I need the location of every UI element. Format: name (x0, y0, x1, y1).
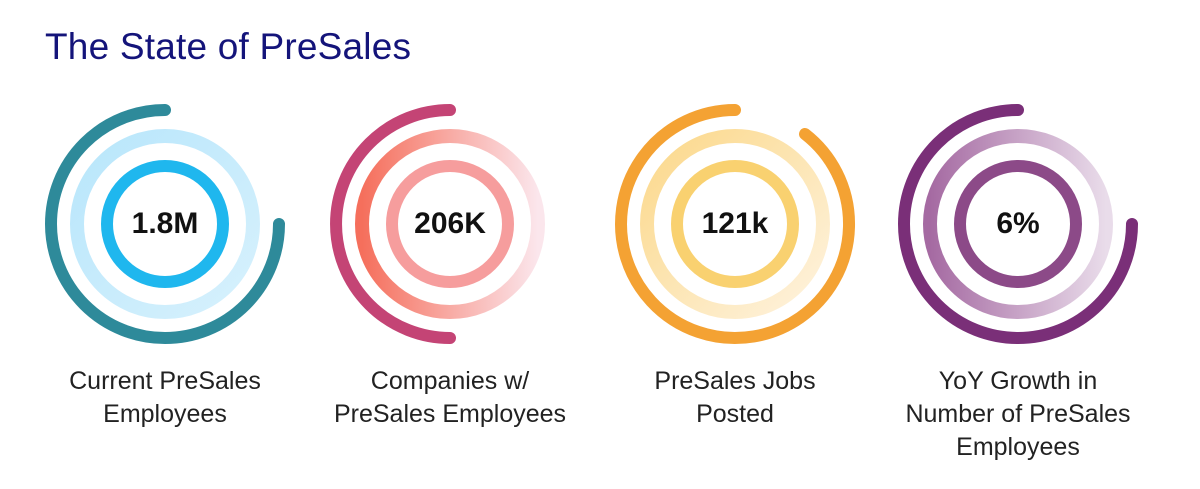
stat-label-line: YoY Growth in (938, 367, 1098, 395)
stat-label-line: Employees (956, 433, 1080, 461)
outer-ring-arc (45, 104, 285, 344)
ring-chart-icon (615, 104, 856, 344)
inner-ring (101, 160, 229, 288)
ring-chart-icon (330, 104, 545, 344)
stat-value: 206K (414, 207, 486, 240)
stat-yoy-growth: 6% YoY Growth in Number of PreSales Empl… (868, 100, 1168, 480)
ring-chart-icon (898, 104, 1138, 344)
stat-label-line: PreSales Employees (333, 400, 567, 428)
stat-label: Companies w/ PreSales Employees (300, 365, 600, 431)
middle-ring (923, 129, 1113, 319)
stat-presales-jobs-posted: 121k PreSales Jobs Posted (585, 100, 885, 480)
page-title: The State of PreSales (45, 26, 412, 67)
stat-label-line: PreSales Jobs (654, 367, 816, 395)
stat-value: 1.8M (131, 207, 199, 240)
outer-ring-arc (898, 104, 1138, 344)
middle-ring (355, 129, 545, 319)
stat-label-line: Number of PreSales (905, 400, 1131, 428)
stat-label-line: Companies w/ (370, 367, 530, 395)
stat-label: Current PreSales Employees (15, 365, 315, 431)
inner-ring (386, 160, 514, 288)
stat-label-line: Current PreSales (69, 367, 261, 395)
stat-value: 6% (996, 207, 1040, 240)
stat-companies-with-presales: 206K Companies w/ PreSales Employees (300, 100, 600, 480)
outer-ring-arc (615, 104, 856, 344)
stat-label-line: Employees (103, 400, 227, 428)
stat-current-presales-employees: 1.8M Current PreSales Employees (15, 100, 315, 480)
ring-chart-icon (45, 104, 285, 344)
stat-label-line: Posted (696, 400, 774, 428)
inner-ring (671, 160, 799, 288)
middle-ring (70, 129, 260, 319)
middle-ring (640, 129, 830, 319)
stat-label: YoY Growth in Number of PreSales Employe… (868, 365, 1168, 464)
stat-value: 121k (701, 207, 769, 240)
stat-label: PreSales Jobs Posted (585, 365, 885, 431)
outer-ring-arc (330, 104, 456, 344)
inner-ring (954, 160, 1082, 288)
